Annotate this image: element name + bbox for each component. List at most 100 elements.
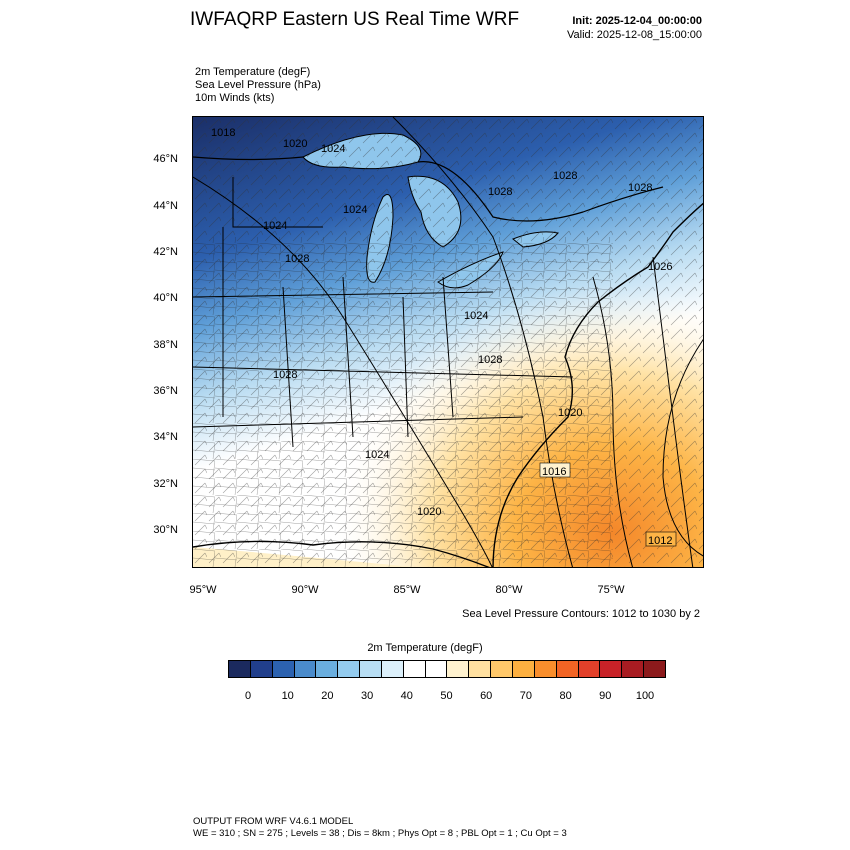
- colorbar-swatch: [534, 661, 557, 677]
- pressure-label: 1024: [321, 143, 345, 155]
- model-settings: WE = 310 ; SN = 275 ; Levels = 38 ; Dis …: [193, 828, 567, 839]
- svg-text:1024: 1024: [343, 204, 367, 216]
- svg-text:1024: 1024: [365, 449, 389, 461]
- lat-label: 42°N: [153, 246, 178, 258]
- svg-text:1028: 1028: [273, 369, 297, 381]
- init-time: Init: 2025-12-04_00:00:00: [572, 15, 702, 27]
- svg-text:1020: 1020: [558, 407, 582, 419]
- colorbar-label: 90: [599, 690, 612, 702]
- field-list: 2m Temperature (degF) Sea Level Pressure…: [195, 66, 321, 105]
- field-temperature: 2m Temperature (degF): [195, 66, 311, 78]
- colorbar-swatch: [316, 661, 339, 677]
- pressure-label: 1024: [263, 220, 287, 232]
- lat-label: 44°N: [153, 200, 178, 212]
- colorbar-label: 0: [244, 690, 252, 702]
- colorbar-label: 60: [480, 690, 493, 702]
- colorbar-label: 10: [281, 690, 294, 702]
- colorbar-label: 20: [321, 690, 334, 702]
- run-times: Init: 2025-12-04_00:00:00 Valid: 2025-12…: [567, 14, 702, 42]
- colorbar-swatch: [381, 661, 404, 677]
- pressure-label: 1012: [645, 531, 677, 547]
- contours-note: Sea Level Pressure Contours: 1012 to 103…: [462, 608, 700, 620]
- model-footer: OUTPUT FROM WRF V4.6.1 MODEL WE = 310 ; …: [193, 816, 567, 840]
- isobar: [193, 176, 493, 567]
- svg-text:1024: 1024: [263, 220, 287, 232]
- map-title: IWFAQRP Eastern US Real Time WRF: [190, 9, 520, 30]
- pressure-label: 1024: [464, 310, 488, 322]
- lat-label: 36°N: [153, 385, 178, 397]
- lat-label: 30°N: [153, 524, 178, 536]
- colorbar-swatch: [556, 661, 579, 677]
- valid-time: Valid: 2025-12-08_15:00:00: [567, 29, 702, 41]
- pressure-label: 1028: [488, 186, 512, 198]
- svg-text:1028: 1028: [478, 354, 502, 366]
- lon-label: 90°W: [291, 584, 319, 596]
- colorbar-swatch: [512, 661, 535, 677]
- pressure-label: 1024: [365, 449, 389, 461]
- state-borders: [193, 177, 574, 448]
- colorbar-label: 80: [559, 690, 572, 702]
- svg-text:1018: 1018: [211, 127, 235, 139]
- svg-text:1020: 1020: [417, 506, 441, 518]
- field-winds: 10m Winds (kts): [195, 92, 275, 104]
- colorbar-swatch: [469, 661, 492, 677]
- colorbar-swatch: [447, 661, 470, 677]
- colorbar-swatch: [403, 661, 426, 677]
- lat-label: 40°N: [153, 292, 178, 304]
- svg-text:1028: 1028: [628, 182, 652, 194]
- svg-text:1028: 1028: [488, 186, 512, 198]
- svg-text:1012: 1012: [648, 535, 672, 547]
- pressure-label: 1024: [343, 204, 367, 216]
- colorbar-swatch: [229, 661, 251, 677]
- colorbar-swatch: [250, 661, 273, 677]
- colorbar-swatch: [360, 661, 382, 677]
- colorbar-label: 70: [519, 690, 533, 702]
- pressure-label: 1016: [539, 462, 571, 478]
- colorbar-label: 100: [635, 690, 655, 702]
- lat-label: 38°N: [153, 339, 178, 351]
- svg-text:1024: 1024: [321, 143, 345, 155]
- colorbar-label: 40: [400, 690, 413, 702]
- pressure-label: 1028: [628, 182, 652, 194]
- colorbar-swatch: [425, 661, 448, 677]
- colorbar-swatch: [600, 661, 623, 677]
- svg-text:1028: 1028: [285, 253, 309, 265]
- colorbar-label: 50: [440, 690, 453, 702]
- lon-label: 80°W: [495, 584, 523, 596]
- pressure-label: 1028: [285, 253, 309, 265]
- colorbar: [228, 660, 666, 678]
- pressure-label: 1028: [553, 170, 577, 182]
- lat-label: 32°N: [153, 478, 178, 490]
- colorbar-swatch: [294, 661, 317, 677]
- isobar: [652, 256, 694, 567]
- pressure-label: 1026: [648, 261, 672, 273]
- colorbar-swatch: [338, 661, 361, 677]
- pressure-label: 1020: [283, 138, 307, 150]
- svg-text:1020: 1020: [283, 138, 307, 150]
- lon-label: 95°W: [189, 584, 217, 596]
- canada-border: [193, 156, 664, 222]
- colorbar-swatch: [491, 661, 513, 677]
- isobar: [662, 339, 703, 557]
- lat-label: 34°N: [153, 431, 178, 443]
- pressure-label: 1020: [417, 506, 441, 518]
- lon-label: 85°W: [393, 584, 421, 596]
- colorbar-swatch: [272, 661, 295, 677]
- atlantic-coastline: [492, 202, 703, 567]
- colorbar-label: 30: [360, 690, 374, 702]
- model-version: OUTPUT FROM WRF V4.6.1 MODEL: [193, 816, 354, 827]
- colorbar-swatch: [578, 661, 601, 677]
- svg-text:1026: 1026: [648, 261, 672, 273]
- pressure-label: 1018: [211, 127, 235, 139]
- pressure-labels: 1018 1020 1024 1024 1028 1028 1028 1028 …: [211, 127, 677, 547]
- weather-map-svg: 1018 1020 1024 1024 1028 1028 1028 1028 …: [193, 117, 703, 567]
- svg-text:1024: 1024: [464, 310, 488, 322]
- isobar: [392, 117, 573, 567]
- gulf-coastline: [193, 540, 490, 567]
- svg-text:1028: 1028: [553, 170, 577, 182]
- isobar: [592, 276, 633, 567]
- field-pressure: Sea Level Pressure (hPa): [195, 79, 321, 91]
- pressure-label: 1028: [273, 369, 297, 381]
- pressure-label: 1028: [478, 354, 502, 366]
- pressure-label: 1020: [558, 407, 582, 419]
